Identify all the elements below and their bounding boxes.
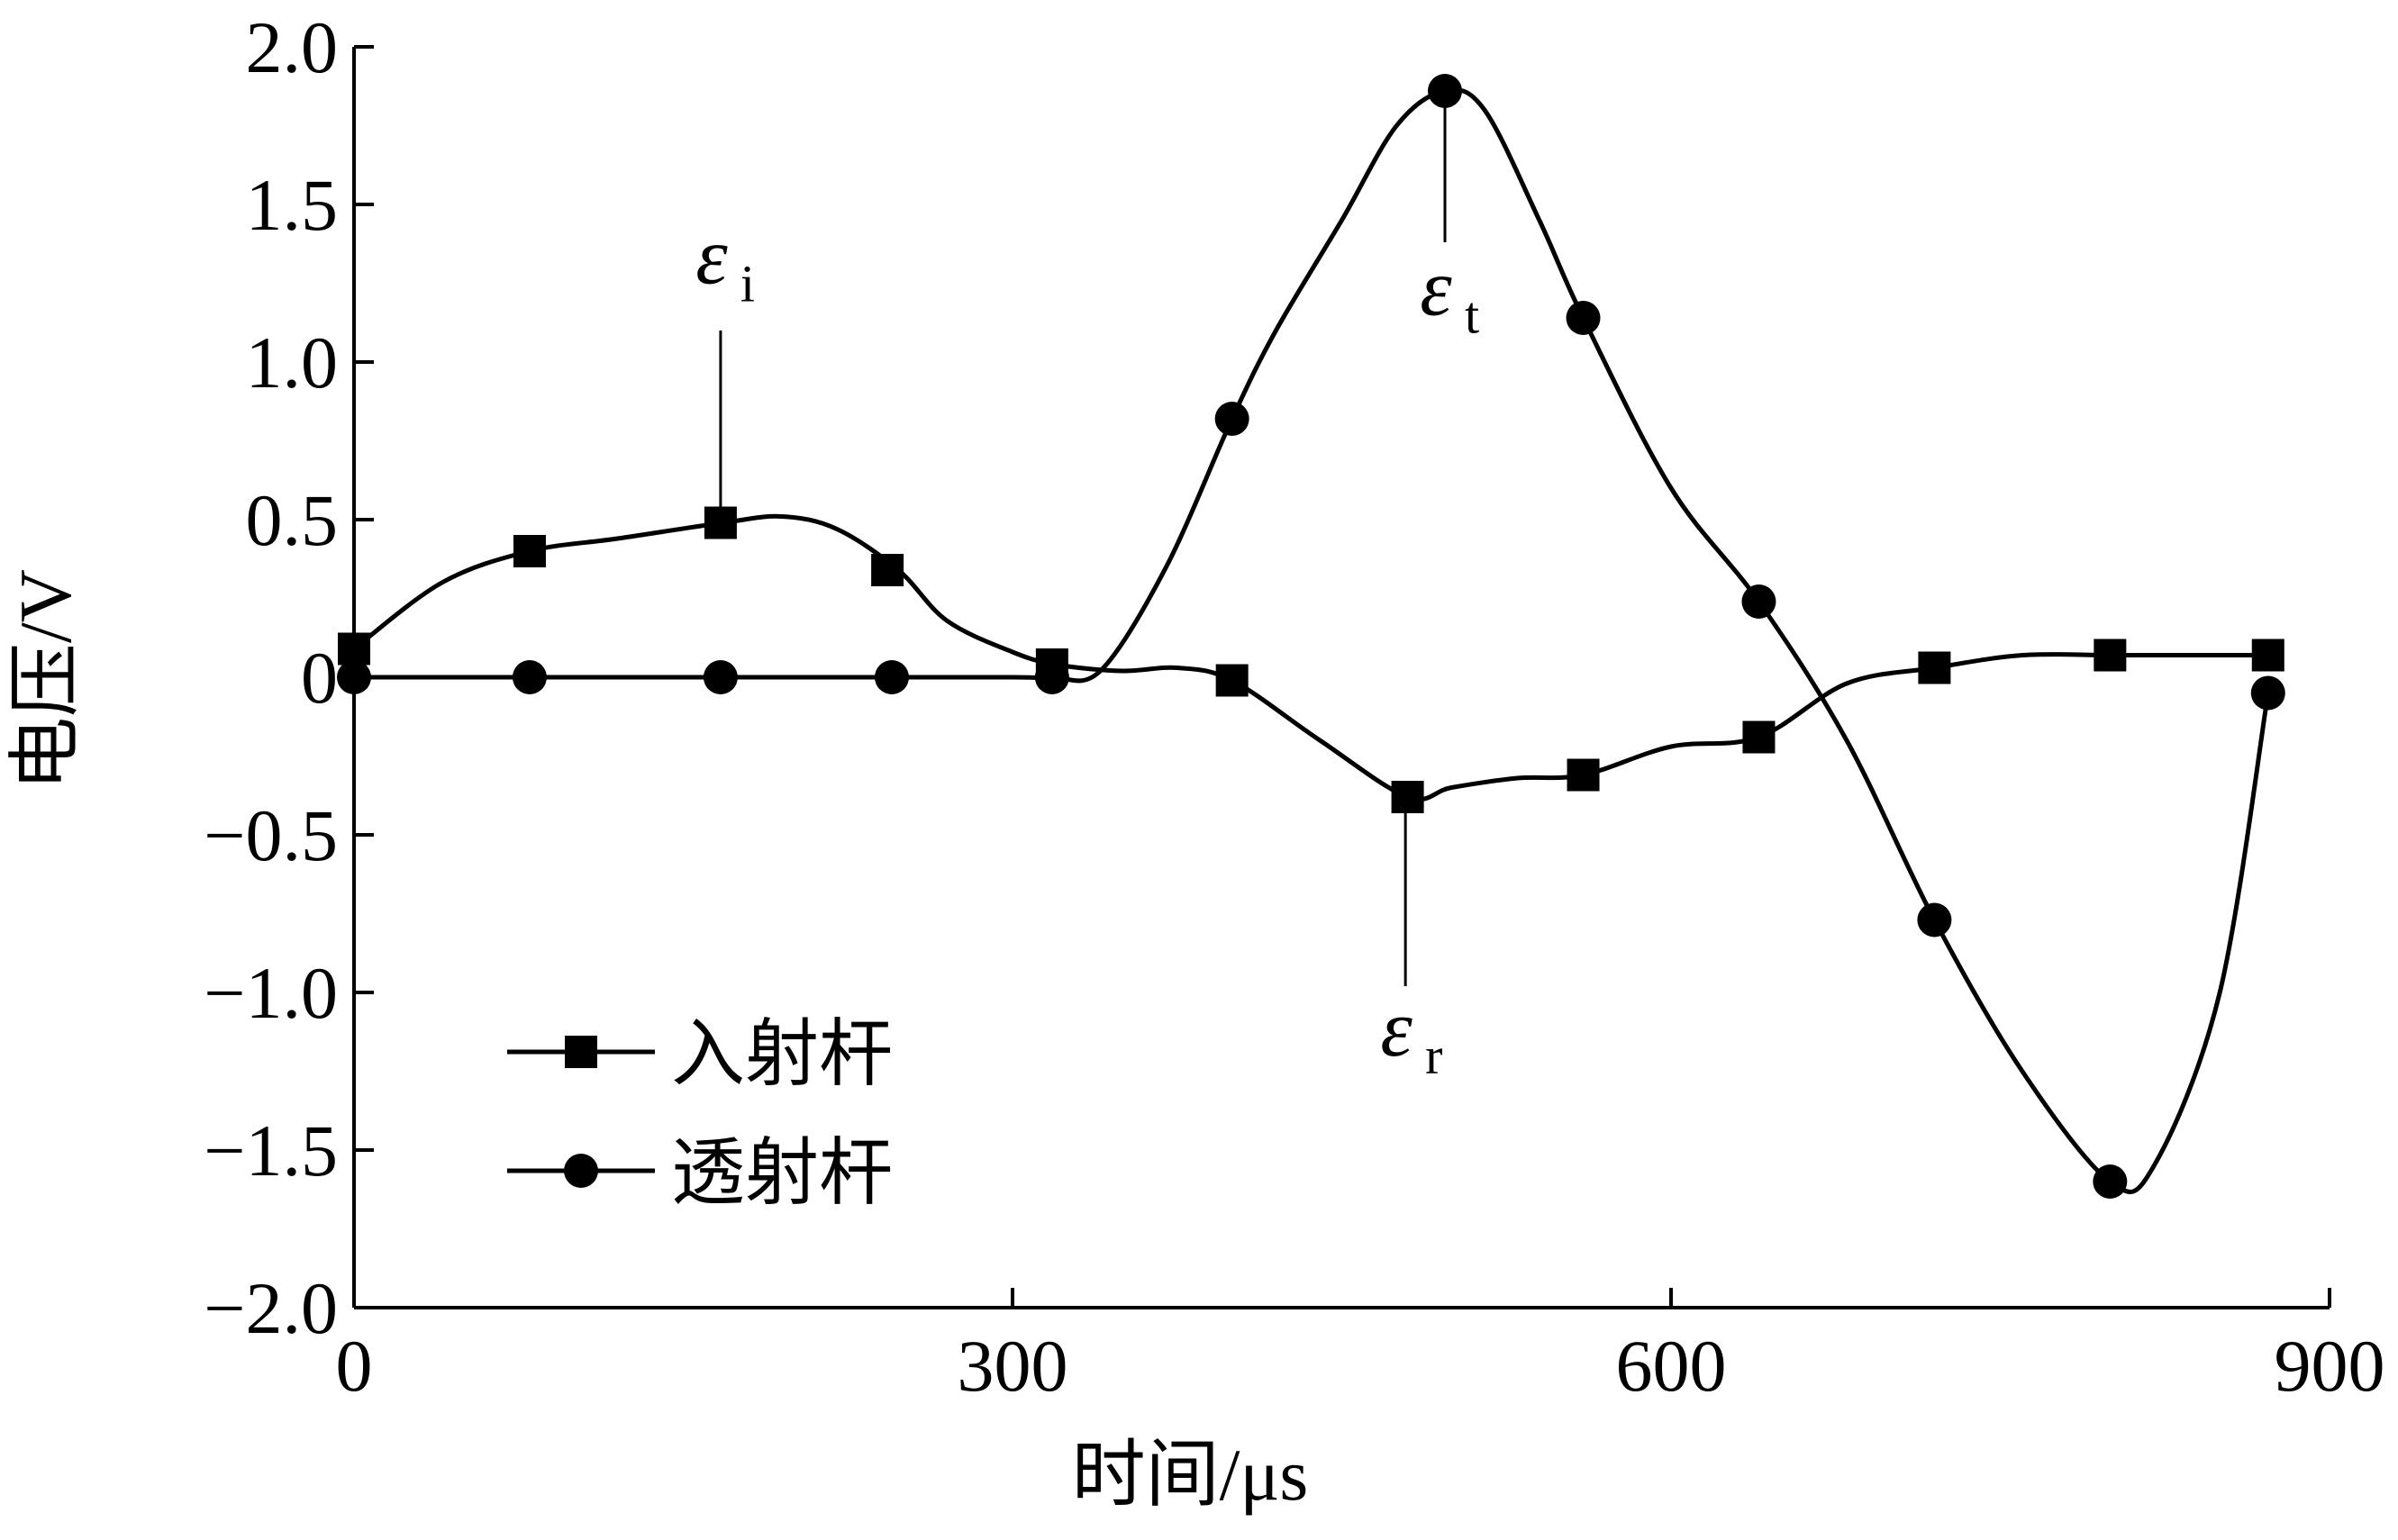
incident-square-marker [871, 554, 904, 586]
x-tick-label: 900 [2275, 1325, 2385, 1407]
incident-square-marker [513, 535, 546, 567]
incident-bar-line [352, 513, 2268, 802]
strain-r-label: ε [1380, 984, 1412, 1073]
incident-square-marker [1567, 758, 1600, 792]
y-tick-label: −1.0 [204, 952, 338, 1034]
transmission-circle-marker [1741, 584, 1776, 619]
legend-incident-marker [565, 1036, 597, 1068]
legend-transmission-marker [564, 1154, 598, 1188]
transmission-circle-marker [512, 660, 547, 694]
series-lines [352, 87, 2271, 1194]
legend-transmission-label: 透射杆 [671, 1132, 893, 1214]
y-tick-label: −1.5 [204, 1110, 338, 1191]
transmission-circle-marker [1566, 301, 1601, 335]
x-tick-label: 0 [336, 1325, 373, 1407]
transmission-bar-line [354, 87, 2271, 1194]
x-tick-label: 600 [1616, 1325, 1727, 1407]
incident-square-marker [1918, 651, 1951, 684]
axes: 2.01.51.00.50−0.5−1.0−1.5−2.00 300 600 900 [204, 6, 2384, 1407]
y-tick-label: 2.0 [246, 6, 339, 88]
strain-r-subscript: r [1425, 1027, 1442, 1085]
y-tick-label: 1.0 [246, 322, 339, 403]
incident-square-marker [1215, 664, 1249, 697]
transmission-circle-marker [337, 660, 371, 694]
x-tick-label: 300 [958, 1325, 1068, 1407]
transmission-circle-marker [2250, 675, 2285, 711]
legend-incident-label: 入射杆 [671, 1013, 893, 1095]
transmission-circle-marker [1034, 660, 1069, 694]
incident-square-marker [2251, 639, 2284, 672]
y-tick-label: 0.5 [246, 479, 339, 561]
incident-square-marker [338, 632, 370, 666]
series-markers [337, 74, 2285, 1199]
strain-t-label: ε [1420, 244, 1452, 333]
x-axis-title: 时间/μs [1072, 1434, 1309, 1516]
annotations: ε i ε tε r [695, 91, 1479, 1085]
incident-square-marker [1391, 781, 1424, 813]
strain-i-subscript: i [740, 255, 755, 313]
transmission-circle-marker [2093, 1164, 2128, 1199]
y-tick-label: 1.5 [246, 164, 339, 246]
incident-square-marker [1742, 720, 1776, 754]
transmission-circle-marker [1917, 902, 1952, 938]
y-tick-label: −2.0 [204, 1267, 338, 1349]
y-tick-label: 0 [301, 637, 338, 719]
strain-i-label: ε [695, 213, 728, 302]
incident-square-marker [2094, 639, 2127, 672]
y-axis-title: 电压/V [5, 569, 86, 791]
y-tick-label: −0.5 [204, 794, 338, 876]
transmission-circle-marker [1214, 402, 1249, 436]
transmission-circle-marker [874, 660, 909, 694]
transmission-circle-marker [703, 660, 738, 694]
strain-t-subscript: t [1465, 286, 1479, 345]
